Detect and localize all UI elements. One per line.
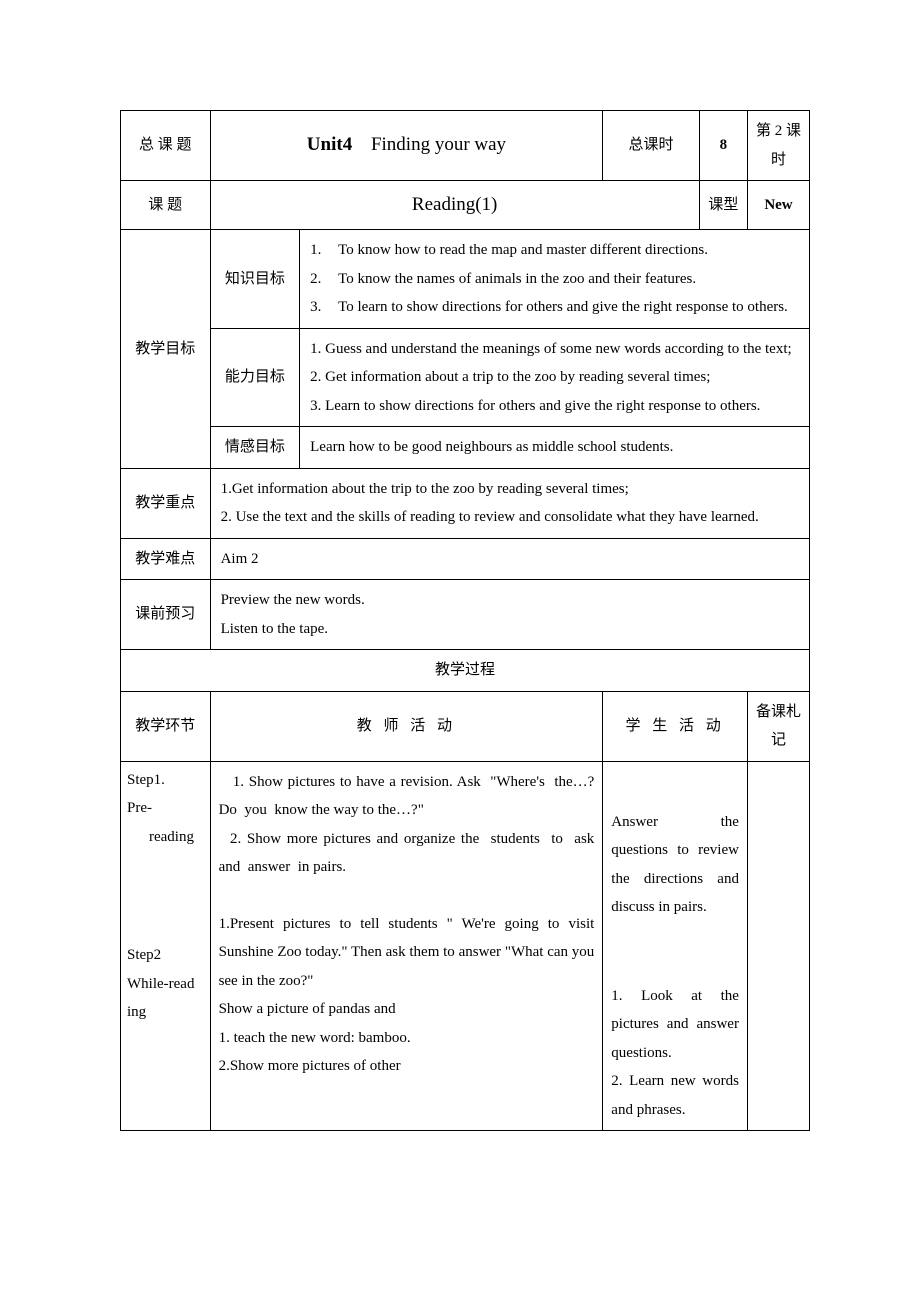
knowledge-content: 1.To know how to read the map and master… (300, 230, 810, 329)
step1-teacher-p1: 1. Show pictures to have a revision. Ask… (219, 768, 595, 825)
total-topic-label: 总 课 题 (121, 111, 211, 181)
step1-sub2: reading (127, 823, 204, 852)
goals-row-knowledge: 教学目标 知识目标 1.To know how to read the map … (121, 230, 810, 329)
col-teacher: 教 师 活 动 (210, 691, 603, 761)
step2-sub1: While-read (127, 970, 204, 999)
ability-item-2: 2. Get information about a trip to the z… (310, 363, 805, 392)
col-student: 学 生 活 动 (603, 691, 748, 761)
step1-student: Answer the questions to review the direc… (611, 808, 739, 922)
col-stage: 教学环节 (121, 691, 211, 761)
process-title-row: 教学过程 (121, 650, 810, 692)
step1-sub1: Pre- (127, 794, 204, 823)
preview-label: 课前预习 (121, 580, 211, 650)
ability-content: 1. Guess and understand the meanings of … (300, 328, 810, 427)
keypoints-line-1: 1.Get information about the trip to the … (221, 475, 805, 504)
emotion-content: Learn how to be good neighbours as middl… (300, 427, 810, 469)
unit-rest: Finding your way (371, 134, 506, 155)
goals-row-emotion: 情感目标 Learn how to be good neighbours as … (121, 427, 810, 469)
topic-value: Reading(1) (210, 181, 699, 230)
difficulty-label: 教学难点 (121, 538, 211, 580)
knowledge-item-3: To learn to show directions for others a… (338, 293, 805, 322)
keypoints-label: 教学重点 (121, 468, 211, 538)
difficulty-content: Aim 2 (210, 538, 809, 580)
step2-teacher-p2: Show a picture of pandas and (219, 995, 595, 1024)
difficulty-row: 教学难点 Aim 2 (121, 538, 810, 580)
keypoints-line-2: 2. Use the text and the skills of readin… (221, 503, 805, 532)
col-notes: 备课札记 (747, 691, 809, 761)
goals-section-label: 教学目标 (121, 230, 211, 469)
ability-item-3: 3. Learn to show directions for others a… (310, 392, 805, 421)
preview-content: Preview the new words. Listen to the tap… (210, 580, 809, 650)
process-header-row: 教学环节 教 师 活 动 学 生 活 动 备课札记 (121, 691, 810, 761)
step1-title: Step1. (127, 766, 204, 795)
keypoints-content: 1.Get information about the trip to the … (210, 468, 809, 538)
stage-cell: Step1. Pre- reading Step2 While-read ing (121, 761, 211, 1131)
type-label: 课型 (699, 181, 747, 230)
period-label: 第 2 课时 (747, 111, 809, 181)
teacher-cell: 1. Show pictures to have a revision. Ask… (210, 761, 603, 1131)
ability-label: 能力目标 (210, 328, 300, 427)
header-row-1: 总 课 题 Unit4 Finding your way 总课时 8 第 2 课… (121, 111, 810, 181)
preview-line-2: Listen to the tape. (221, 615, 805, 644)
student-cell: Answer the questions to review the direc… (603, 761, 748, 1131)
total-hours-label: 总课时 (603, 111, 699, 181)
step2-title: Step2 (127, 941, 204, 970)
step2-student-p2: 2. Learn new words and phrases. (611, 1067, 739, 1124)
unit-title-cell: Unit4 Finding your way (210, 111, 603, 181)
step2-teacher-p4: 2.Show more pictures of other (219, 1052, 595, 1081)
preview-line-1: Preview the new words. (221, 586, 805, 615)
process-body-row: Step1. Pre- reading Step2 While-read ing… (121, 761, 810, 1131)
total-hours-value: 8 (699, 111, 747, 181)
ability-item-1: 1. Guess and understand the meanings of … (310, 335, 805, 364)
process-title: 教学过程 (121, 650, 810, 692)
knowledge-item-2: To know the names of animals in the zoo … (338, 265, 805, 294)
emotion-label: 情感目标 (210, 427, 300, 469)
step2-teacher-p3: 1. teach the new word: bamboo. (219, 1024, 595, 1053)
unit-bold: Unit4 (307, 134, 352, 155)
keypoints-row: 教学重点 1.Get information about the trip to… (121, 468, 810, 538)
topic-label: 课 题 (121, 181, 211, 230)
step2-student-p1: 1. Look at the pictures and answer quest… (611, 982, 739, 1068)
step1-teacher-p2: 2. Show more pictures and organize the s… (219, 825, 595, 882)
type-value: New (747, 181, 809, 230)
notes-cell (747, 761, 809, 1131)
step2-sub2: ing (127, 998, 204, 1027)
header-row-2: 课 题 Reading(1) 课型 New (121, 181, 810, 230)
knowledge-label: 知识目标 (210, 230, 300, 329)
lesson-plan-table: 总 课 题 Unit4 Finding your way 总课时 8 第 2 课… (120, 110, 810, 1131)
preview-row: 课前预习 Preview the new words. Listen to th… (121, 580, 810, 650)
goals-row-ability: 能力目标 1. Guess and understand the meaning… (121, 328, 810, 427)
knowledge-item-1: To know how to read the map and master d… (338, 236, 805, 265)
step2-teacher-p1: 1.Present pictures to tell students " We… (219, 910, 595, 996)
